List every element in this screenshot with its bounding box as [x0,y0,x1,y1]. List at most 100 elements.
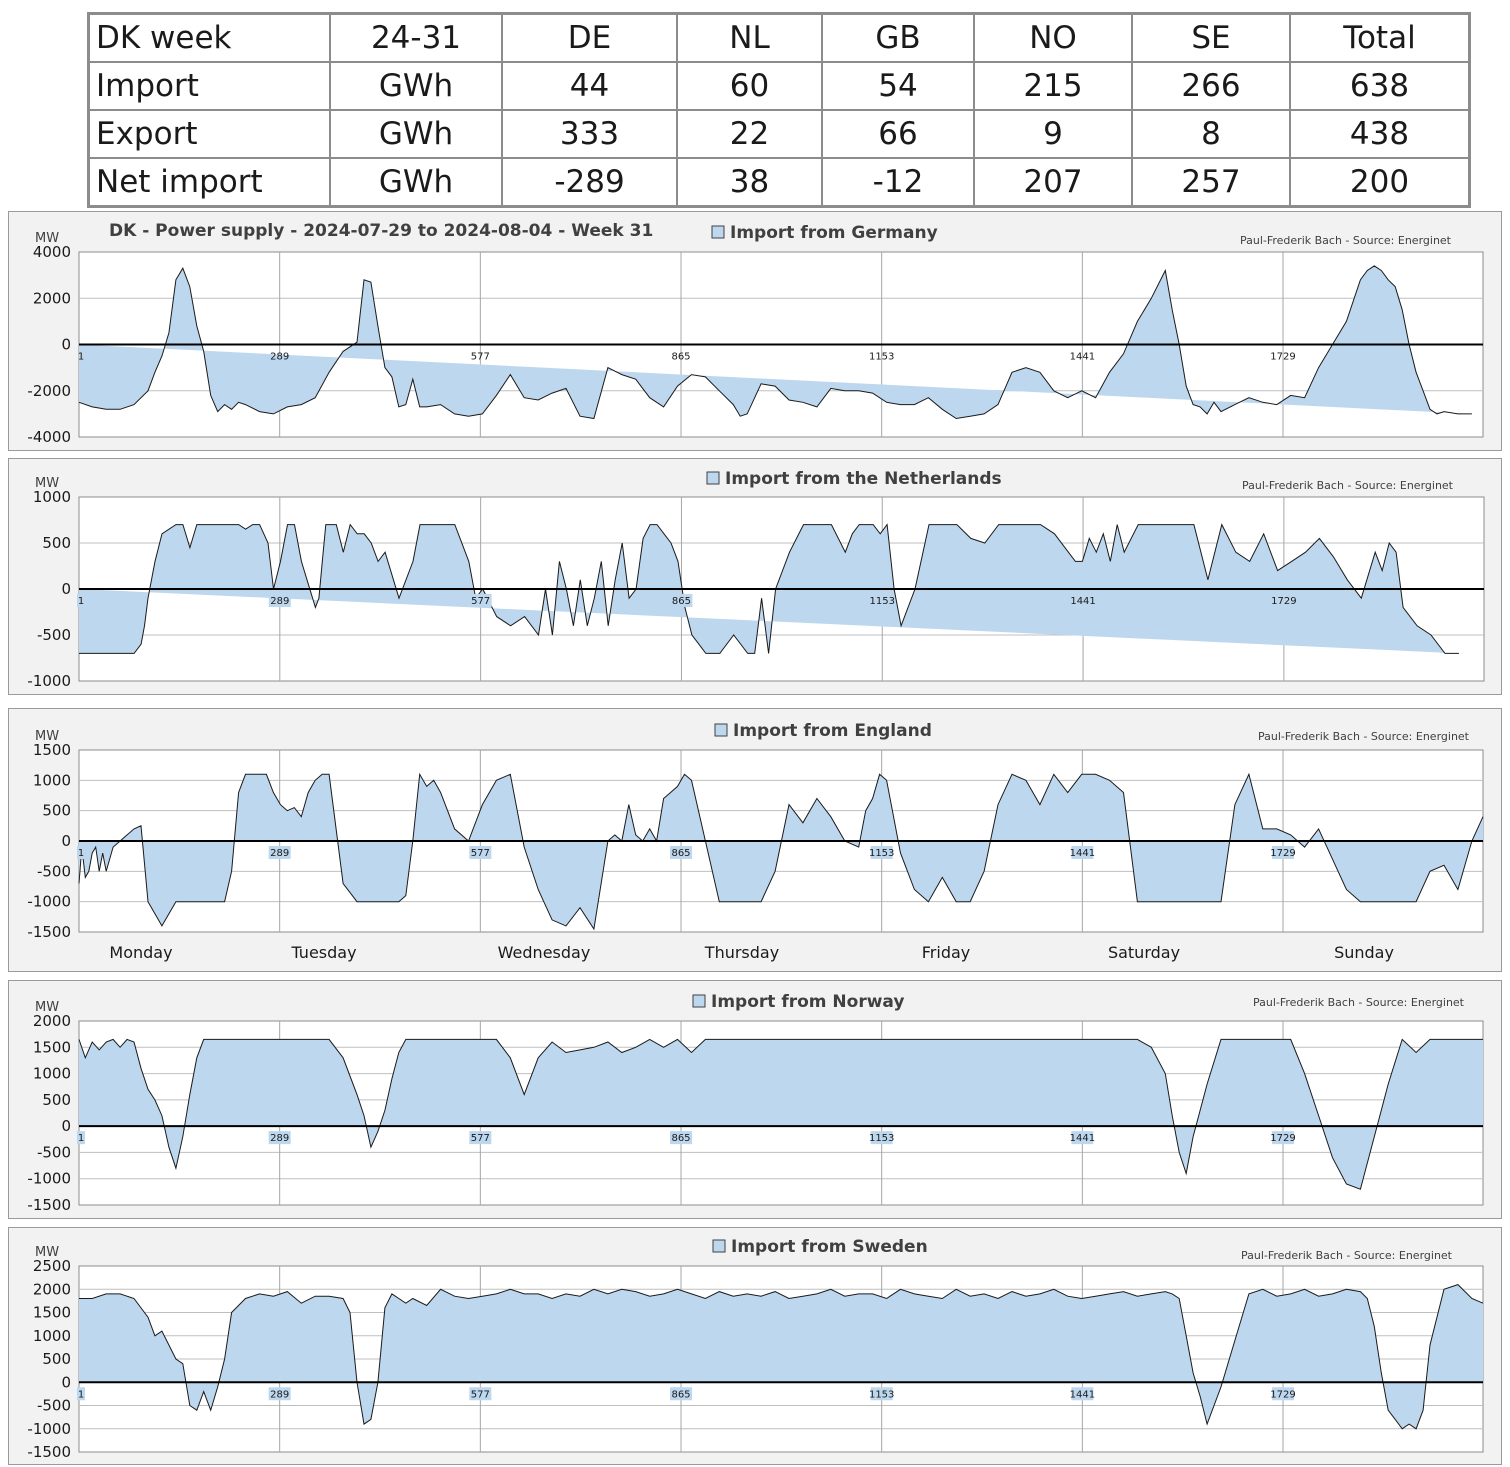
x-tick-box [1071,846,1094,859]
y-tick-label: -2000 [27,382,71,400]
day-label: Saturday [1108,943,1180,962]
x-tick-label: 1153 [869,1389,894,1400]
table-cell: 257 [1131,157,1291,208]
y-tick-label: -500 [37,1397,71,1415]
y-tick-label: 1500 [33,1038,71,1056]
series-area [79,1284,1483,1429]
x-tick-box [469,846,492,859]
table-header-cell: NO [973,12,1133,63]
x-tick-box [1071,1387,1094,1401]
x-tick-label: 289 [270,352,289,363]
series-line [79,1284,1484,1430]
x-tick-box [870,1131,893,1145]
x-tick-box [670,846,693,859]
credit-label: Paul-Frederik Bach - Source: Energinet [1240,234,1452,247]
x-tick-label: 1729 [1270,848,1295,859]
table-header-cell: Total [1289,12,1471,63]
chart-england: 1500 1000 500 0 -500 -1000 -1500 1 289 577 865 1153… [27,721,1484,962]
credit-label: Paul-Frederik Bach - Source: Energinet [1253,996,1465,1009]
y-tick-label: 2000 [33,1280,71,1298]
series-line [79,523,1459,654]
x-tick-box [1272,1131,1295,1145]
series-line [78,1038,1483,1190]
legend-label: Import from Sweden [731,1237,928,1257]
x-tick-label: 1441 [1070,352,1095,363]
series-line [78,265,1472,420]
unit-label: MW [35,1245,59,1260]
x-tick-box [268,1387,291,1401]
x-tick-label: 1441 [1070,1389,1095,1400]
x-tick-box [871,594,894,607]
day-label: Thursday [704,943,779,962]
x-tick-label: 865 [671,352,690,363]
table-header-cell: NL [676,12,823,63]
x-tick-label: 1153 [869,1133,894,1144]
series-area [79,524,1459,654]
x-tick-label: 1441 [1070,848,1095,859]
x-tick-box [77,846,85,859]
x-tick-box [1272,1387,1295,1401]
y-tick-label: 2000 [33,289,71,307]
y-tick-label: -1500 [27,923,71,941]
series-area [79,265,1472,419]
unit-label: MW [35,729,59,744]
day-label: Monday [109,943,172,962]
series-area [79,1039,1483,1190]
unit-label: MW [35,476,59,491]
y-tick-label: -1500 [27,1443,71,1461]
table-cell: GWh [329,109,503,159]
table-cell: GWh [329,157,503,208]
table-cell: -289 [501,157,678,208]
table-cell: -12 [821,157,975,208]
legend-label: Import from the Netherlands [725,469,1002,489]
unit-label: MW [35,231,59,246]
unit-label: MW [35,1000,59,1015]
x-tick-label: 1729 [1270,352,1295,363]
table-cell: 22 [676,109,823,159]
table-header-row: DK week 24-31 DE NL GB NO SE Total [87,12,1471,63]
legend-swatch [706,471,720,485]
y-tick-label: 0 [61,1373,71,1391]
series-line [78,772,1484,931]
x-tick-box [870,1387,893,1401]
x-tick-box [469,594,492,607]
table-cell: 9 [973,109,1133,159]
legend-swatch [714,723,728,737]
table-cell: 438 [1289,109,1471,159]
legend-label: Import from Norway [711,992,904,1012]
legend-swatch [712,1239,726,1253]
table-cell: Export [87,109,331,159]
y-tick-label: -1000 [27,893,71,911]
x-tick-label: 1 [78,352,84,363]
x-tick-label: 1 [78,1389,84,1400]
table-cell: GWh [329,61,503,111]
y-tick-label: -1000 [27,1420,71,1438]
x-tick-label: 577 [471,1133,490,1144]
x-tick-box [1272,846,1295,859]
y-tick-label: 0 [61,1117,71,1135]
x-tick-box [670,1387,693,1401]
y-tick-label: 1000 [33,1327,71,1345]
day-label: Friday [922,943,971,962]
x-tick-label: 1153 [869,352,894,363]
day-label: Tuesday [290,943,356,962]
legend-swatch [692,994,706,1008]
y-tick-label: 2500 [33,1257,71,1275]
table-cell: 60 [676,61,823,111]
series-area [79,774,1483,929]
table-cell: 66 [821,109,975,159]
table-cell: 266 [1131,61,1291,111]
x-tick-box [268,1131,291,1145]
x-tick-label: 1729 [1270,1133,1295,1144]
y-tick-label: -500 [37,626,71,644]
chart-sweden: 2500 2000 1500 1000 500 0 -500 -1000 -1500 1 289 57… [27,1237,1484,1461]
x-tick-box [1071,1131,1094,1145]
chart-panel-germany: 4000 2000 0 -2000 -4000 1 289 577 865 1153 1441 172… [8,211,1502,451]
x-tick-box [1072,594,1095,607]
table-row: Import GWh 44 60 54 215 266 638 [87,61,1471,111]
table-cell: 54 [821,61,975,111]
table-cell: 638 [1289,61,1471,111]
table-header-cell: GB [821,12,975,63]
summary-table: DK week 24-31 DE NL GB NO SE Total Import GWh 44 60… [87,12,1471,208]
x-tick-box [77,594,85,607]
